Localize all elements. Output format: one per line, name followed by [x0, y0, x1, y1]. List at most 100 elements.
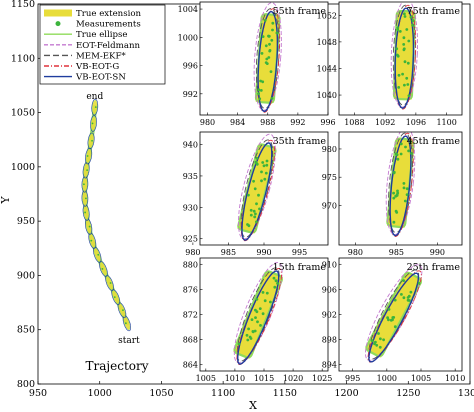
trajectory-measurement: [97, 253, 100, 256]
measurement-point: [403, 60, 407, 64]
trajectory-extension: [92, 99, 98, 115]
inset-x-tick-label: 1100: [436, 118, 456, 127]
measurement-point: [273, 285, 277, 289]
vb-eot-sn-ellipse: [257, 10, 279, 113]
inset-x-tick-label: 1015: [254, 374, 274, 383]
measurement-point: [254, 308, 257, 312]
trajectory-extension: [118, 303, 126, 318]
trajectory-extension: [88, 133, 94, 148]
measurement-point: [252, 209, 256, 213]
measurement-point: [259, 324, 262, 327]
inset-y-tick-label: 880: [183, 260, 198, 269]
trajectory-estimate: [88, 232, 97, 249]
legend-label: True extension: [76, 9, 142, 19]
measurement-point: [406, 296, 410, 299]
trajectory-extension: [105, 276, 114, 290]
measurement-point: [405, 28, 409, 31]
measurement-point: [276, 282, 279, 285]
trajectory-measurement: [101, 268, 104, 270]
inset-x-ticks: 980 985 990 995: [185, 242, 307, 257]
measurement-point: [260, 170, 263, 174]
measurement-point: [254, 160, 258, 164]
measurement-point: [401, 72, 404, 76]
measurement-point: [265, 291, 269, 295]
measurement-point: [261, 312, 265, 316]
inset-y-tick-label: 930: [183, 203, 198, 212]
legend-label: VB-EOT-G: [75, 62, 119, 72]
x-tick-label: 1300: [458, 388, 474, 399]
inset-y-tick-label: 996: [183, 62, 198, 71]
inset-x-tick-label: 1088: [344, 118, 364, 127]
measurement-point: [267, 56, 271, 59]
trajectory-measurement: [109, 282, 112, 284]
measurement-point: [391, 318, 394, 322]
inset-y-tick-label: 872: [183, 311, 198, 320]
measurement-point: [410, 152, 413, 155]
measurement-point: [268, 49, 272, 52]
inset-x-tick-label: 984: [230, 118, 245, 127]
inset-x-tick-label: 1010: [445, 374, 465, 383]
trajectory-measurement: [85, 197, 87, 200]
trajectory-extension: [82, 176, 88, 192]
measurements: [370, 279, 421, 349]
legend-label: True ellipse: [76, 30, 128, 40]
trajectory-extension: [83, 205, 89, 220]
inset-x-tick-label: 988: [260, 118, 275, 127]
trajectory-start-label: start: [118, 336, 140, 346]
mem-ekf-ellipse: [255, 8, 280, 109]
measurement-point: [255, 162, 259, 166]
inset-y-tick-label: 876: [183, 285, 198, 294]
measurement-point: [271, 28, 274, 32]
inset-x-ticks: 1088 1092 1096 1100: [344, 112, 457, 127]
measurement-point: [274, 279, 278, 283]
measurement-point: [387, 308, 391, 311]
trajectory-estimate: [105, 275, 114, 291]
measurement-point: [257, 92, 260, 96]
measurement-point: [237, 342, 241, 346]
mem-ekf-ellipse: [392, 4, 416, 106]
measurement-point: [382, 338, 385, 342]
measurement-point: [267, 34, 271, 38]
measurement-point: [396, 53, 399, 57]
trajectory-measurement: [88, 225, 91, 228]
vb-eot-sn-ellipse: [394, 7, 415, 109]
trajectory-estimate: [81, 189, 89, 207]
measurement-point: [262, 164, 266, 168]
inset-x-tick-label: 1096: [406, 118, 426, 127]
inset-content: [390, 2, 418, 110]
measurement-point: [264, 44, 268, 48]
vb-eot-g-ellipse: [236, 268, 282, 365]
measurement-point: [398, 30, 402, 33]
inset-x-ticks: 995 1000 1005 1010: [345, 368, 465, 383]
legend-item: EOT-Feldmann: [44, 41, 140, 51]
y-tick-label: 800: [17, 379, 35, 390]
inset-y-ticks: 864 868 872 876 880: [183, 260, 203, 370]
inset-x-tick-label: 985: [389, 248, 404, 257]
measurement-point: [402, 279, 406, 282]
measurement-point: [259, 89, 263, 92]
inset-y-tick-label: 975: [322, 173, 337, 182]
legend-item: VB-EOT-G: [44, 62, 119, 72]
measurement-point: [261, 35, 265, 38]
inset-frame-title: 55th frame: [273, 6, 327, 17]
y-tick-label: 1100: [11, 53, 35, 64]
trajectory-estimate: [122, 315, 131, 332]
measurement-point: [407, 94, 411, 98]
measurement-point: [392, 220, 396, 224]
measurement-point: [396, 157, 400, 161]
trajectory-measurement: [122, 309, 124, 312]
y-tick-label: 950: [17, 216, 35, 227]
vb-eot-sn-ellipse: [368, 272, 420, 363]
x-tick-label: 1250: [396, 388, 420, 399]
x-tick-label: 1100: [211, 388, 235, 399]
y-tick-label: 850: [17, 325, 35, 336]
measurement-point: [407, 149, 410, 153]
measurement-point: [396, 28, 400, 32]
true-ellipse: [365, 271, 422, 358]
trajectory-estimate: [85, 147, 93, 165]
measurement-point: [400, 293, 403, 296]
